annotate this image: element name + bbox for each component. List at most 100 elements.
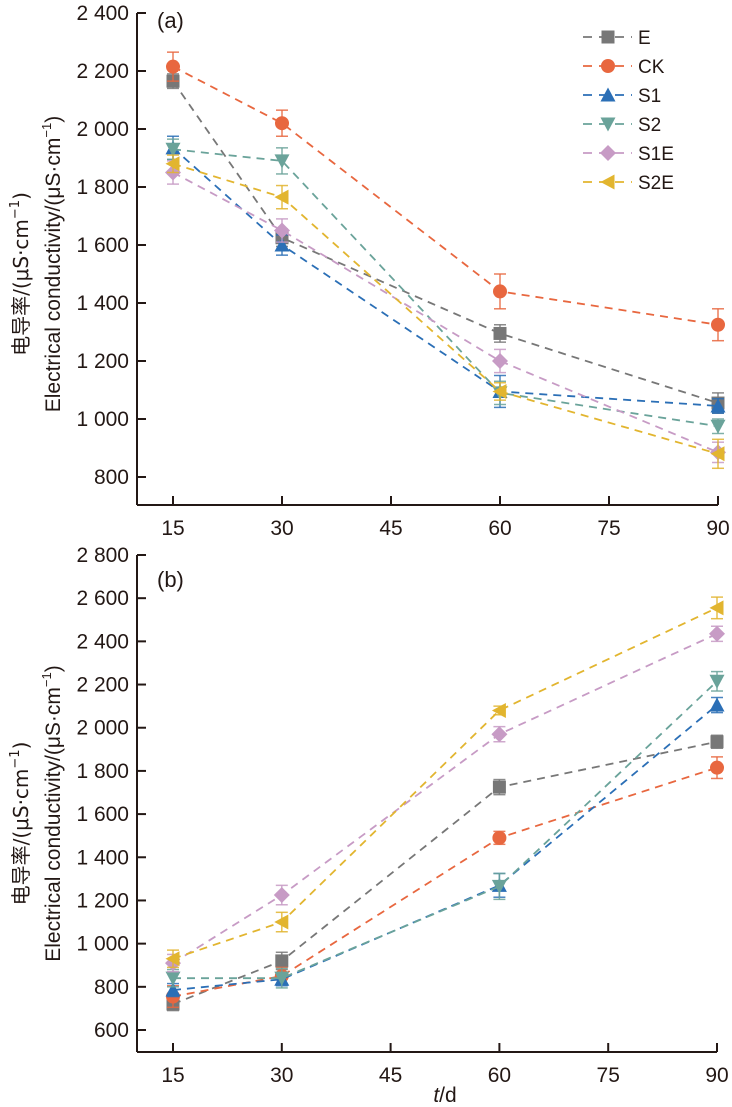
x-tick-label: 15 [161,517,184,540]
data-point [491,726,508,743]
series-line [172,704,718,991]
data-point [710,446,725,462]
x-axis-title: t/d [433,1084,456,1107]
legend-marker [601,59,615,73]
data-point [493,284,507,299]
data-point [493,326,507,340]
series-line [172,766,718,998]
legend-item-s2: S2 [583,115,661,136]
data-point [273,887,290,904]
y-tick-label: 2 400 [76,2,129,25]
y-tick-label: 1 400 [76,292,129,315]
y-tick-label: 2 200 [76,674,129,697]
legend-item-s1: S1 [583,86,661,107]
data-point [710,735,724,749]
x-tick-label: 30 [270,1064,293,1087]
y-tick-label: 2 000 [76,717,129,740]
y-tick-label: 2 000 [76,118,129,141]
data-point [274,222,290,239]
series-s2e [165,154,725,470]
series-ck [166,51,725,342]
data-point [709,625,725,642]
y-tick-label: 600 [94,1019,129,1042]
y-tick-label: 2 600 [76,587,129,610]
data-point [274,237,290,252]
y-tick-label: 1 000 [76,408,129,431]
series-line [173,680,718,980]
y-tick-label: 2 200 [76,60,129,83]
data-point [166,59,180,74]
legend-marker [601,30,615,44]
y-tick-label: 1 400 [76,846,129,869]
series-line [172,65,719,326]
y-axis-title-cn: 电导率/(μS·cm−1) [8,742,33,906]
series-s1e [165,160,726,464]
y-axis-title-en: Electrical conductivity/(μS·cm−1) [39,665,65,962]
x-tick-label: 75 [597,1064,620,1087]
series-line [172,607,718,960]
panel-label: (a) [157,8,184,33]
series-line [172,632,718,964]
data-point [709,697,725,712]
data-point [491,879,507,894]
y-tick-label: 1 800 [76,760,129,783]
data-point [274,189,289,205]
y-tick-label: 800 [94,976,129,999]
series-s1 [165,696,725,998]
data-point [711,317,725,332]
legend-item-e: E [583,28,651,49]
y-tick-label: 1 600 [76,234,129,257]
series-line [172,80,719,404]
data-point [491,702,506,718]
x-tick-label: 15 [161,1064,184,1087]
data-point [165,156,180,172]
y-tick-label: 1 200 [76,889,129,912]
data-point [165,982,181,997]
y-tick-label: 800 [94,466,129,489]
panel-label: (b) [157,567,184,592]
data-point [165,971,181,986]
series-s1e [165,625,725,973]
legend-marker [600,174,615,190]
series-ck [166,756,724,1009]
data-point [274,914,289,930]
legend-label: S1 [638,86,661,107]
y-tick-label: 1 000 [76,933,129,956]
legend-marker [600,117,616,132]
legend-label: S2 [638,115,661,136]
y-tick-label: 2 800 [76,544,129,567]
series-line [172,162,719,455]
y-axis-title-en: Electrical conductivity/(μS·cm−1) [39,116,65,413]
series-s2e [165,596,724,969]
x-tick-label: 60 [488,517,511,540]
y-axis-title-cn: 电导率/(μS·cm−1) [8,192,33,356]
x-tick-label: 45 [379,1064,402,1087]
legend-marker [600,87,616,102]
data-point [710,760,724,775]
legend-marker [600,145,616,161]
y-tick-label: 1 800 [76,176,129,199]
data-point [275,116,289,131]
x-tick-label: 45 [379,517,402,540]
data-point [275,954,289,968]
legend-label: S2E [638,173,674,194]
x-tick-label: 90 [705,1064,728,1087]
series-line [172,171,719,454]
data-point [710,419,726,434]
legend-label: E [638,28,651,49]
x-tick-label: 90 [706,517,729,540]
data-point [274,971,290,986]
y-tick-label: 1 600 [76,803,129,826]
data-point [492,353,508,369]
series-e [166,734,724,1012]
legend-label: S1E [638,144,674,165]
data-point [709,674,725,689]
data-point [165,142,181,157]
data-point [492,780,506,794]
data-point [709,600,724,616]
series-line [172,148,719,428]
legend-item-ck: CK [583,57,665,78]
legend: E CK S1 S2 S1E S2E [583,28,674,194]
x-tick-label: 75 [597,517,620,540]
